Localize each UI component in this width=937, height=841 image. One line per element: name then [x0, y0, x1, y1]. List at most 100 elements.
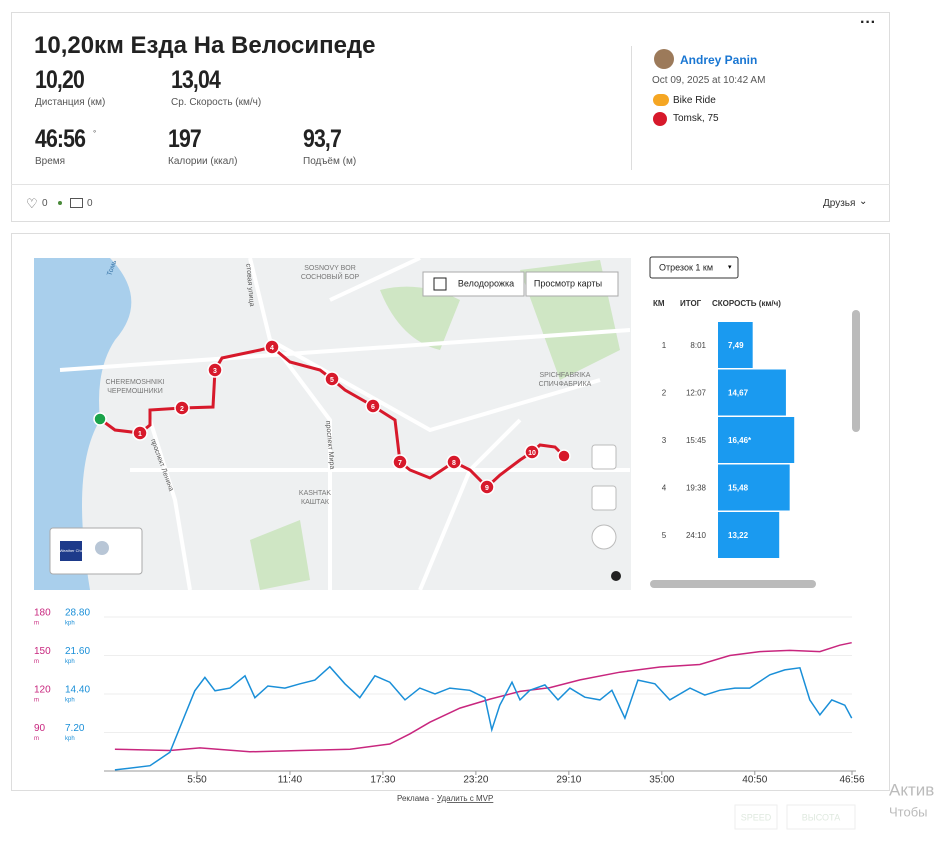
athlete-name[interactable]: Andrey Panin [680, 53, 758, 67]
chevron: ⌄ [859, 196, 868, 207]
stat-label: Время [35, 156, 66, 167]
route-marker [132, 425, 148, 441]
speed-label: 14,67 [728, 389, 749, 398]
weather-icon [95, 541, 109, 555]
privacy-select[interactable]: Друзья [823, 198, 856, 209]
split-km: 3 [662, 436, 667, 445]
like-count: 0 [42, 198, 48, 209]
split-time: 8:01 [690, 341, 706, 350]
elevation-toggle[interactable] [786, 804, 856, 830]
stat-label: Калории (ккал) [168, 156, 238, 167]
route-marker [446, 454, 462, 470]
ad-label: Реклама - [397, 794, 434, 803]
route-marker [174, 400, 190, 416]
route [99, 345, 566, 490]
x-tick-label: 29:10 [556, 775, 581, 786]
separator [11, 184, 890, 185]
column-header: ИТОГ [680, 299, 702, 308]
pan-control[interactable] [591, 524, 617, 550]
weather-logo [60, 541, 82, 561]
legend-entry: SPEED [741, 812, 772, 822]
river [34, 258, 132, 590]
map-label: ЧЕРЕМОШНИКИ [107, 388, 163, 395]
y2-unit: kph [65, 698, 75, 704]
split-time: 24:10 [686, 531, 707, 540]
like-button[interactable]: ♡ [26, 196, 38, 211]
route-marker [207, 362, 223, 378]
stat-value: 10,20 [35, 66, 85, 94]
end-marker [557, 449, 571, 463]
y-unit: m [34, 736, 39, 742]
x-tick-label: 35:00 [649, 775, 674, 786]
v-scrollbar[interactable] [852, 310, 860, 432]
watermark: Актив [889, 780, 934, 799]
series-line [114, 641, 852, 753]
map-label: SOSNOVY BOR [304, 265, 356, 272]
route-marker-label: 3 [213, 368, 217, 375]
route-marker-label: 2 [180, 406, 184, 413]
series-line [114, 665, 853, 771]
route-marker [264, 339, 280, 355]
location-icon [653, 112, 667, 126]
speed-label: 16,46* [728, 436, 752, 445]
map-button-label: Просмотр карты [534, 278, 602, 288]
split-selector-label: Отрезок 1 км [659, 262, 713, 272]
stat-value: 93,7 [303, 125, 342, 153]
x-tick-label: 5:50 [187, 775, 207, 786]
y-unit: m [34, 698, 39, 704]
y2-tick-label: 14.40 [65, 685, 90, 696]
comment-button[interactable] [70, 198, 83, 208]
map-view-select[interactable] [525, 271, 619, 297]
split-time: 19:38 [686, 484, 707, 493]
route-marker-label: 8 [452, 460, 456, 467]
center-button[interactable] [591, 485, 617, 511]
map-label: проспект Мира [324, 421, 335, 470]
activity-title: 10,20км Езда На Велосипеде [34, 32, 376, 59]
split-km: 4 [662, 484, 667, 493]
split-km: 2 [662, 389, 667, 398]
stat-label: Подъём (м) [303, 156, 357, 167]
fullscreen-button[interactable] [591, 444, 617, 470]
comment-count: 0 [87, 198, 93, 209]
menu-button[interactable]: ··· [860, 14, 876, 31]
y2-tick-label: 21.60 [65, 646, 90, 657]
activity-date: Oct 09, 2025 at 10:42 AM [652, 75, 766, 86]
map-label: SPICHFABRIKA [540, 372, 591, 379]
avatar[interactable] [654, 49, 674, 69]
info-icon[interactable]: ◦ [93, 126, 97, 136]
sport-type: Bike Ride [673, 95, 716, 106]
h-scrollbar[interactable] [650, 580, 816, 588]
split-time: 15:45 [686, 436, 707, 445]
info-button[interactable] [611, 571, 621, 581]
split-selector[interactable] [649, 256, 739, 279]
speed-bar [718, 417, 795, 463]
speed-bar [718, 512, 780, 558]
y-tick-label: 90 [34, 723, 46, 734]
speed-label: 7,49 [728, 341, 744, 350]
route-marker-label: 9 [485, 485, 489, 492]
roads [59, 258, 631, 590]
checkbox[interactable] [433, 277, 447, 291]
split-km: 1 [662, 341, 667, 350]
route-marker-label: 5 [330, 377, 334, 384]
speed-toggle[interactable] [734, 804, 778, 830]
stat-value: 197 [168, 125, 202, 153]
dot [58, 201, 62, 205]
map-label: СПИЧФАБРИКА [539, 381, 592, 388]
split-time: 12:07 [686, 389, 707, 398]
route-marker-label: 10 [528, 450, 536, 457]
map-label: KASHTAK [299, 490, 331, 497]
stat-value: 46:56 [35, 125, 86, 153]
route-marker-label: 1 [138, 431, 142, 438]
y-unit: m [34, 621, 39, 627]
map-label: СОСНОВЫЙ БОР [301, 272, 360, 281]
remove-ads-link: Удалить с MVP [437, 794, 493, 803]
y2-unit: kph [65, 736, 75, 742]
x-tick-label: 17:30 [370, 775, 395, 786]
y-tick-label: 180 [34, 608, 51, 619]
route-marker-label: 4 [270, 345, 274, 352]
